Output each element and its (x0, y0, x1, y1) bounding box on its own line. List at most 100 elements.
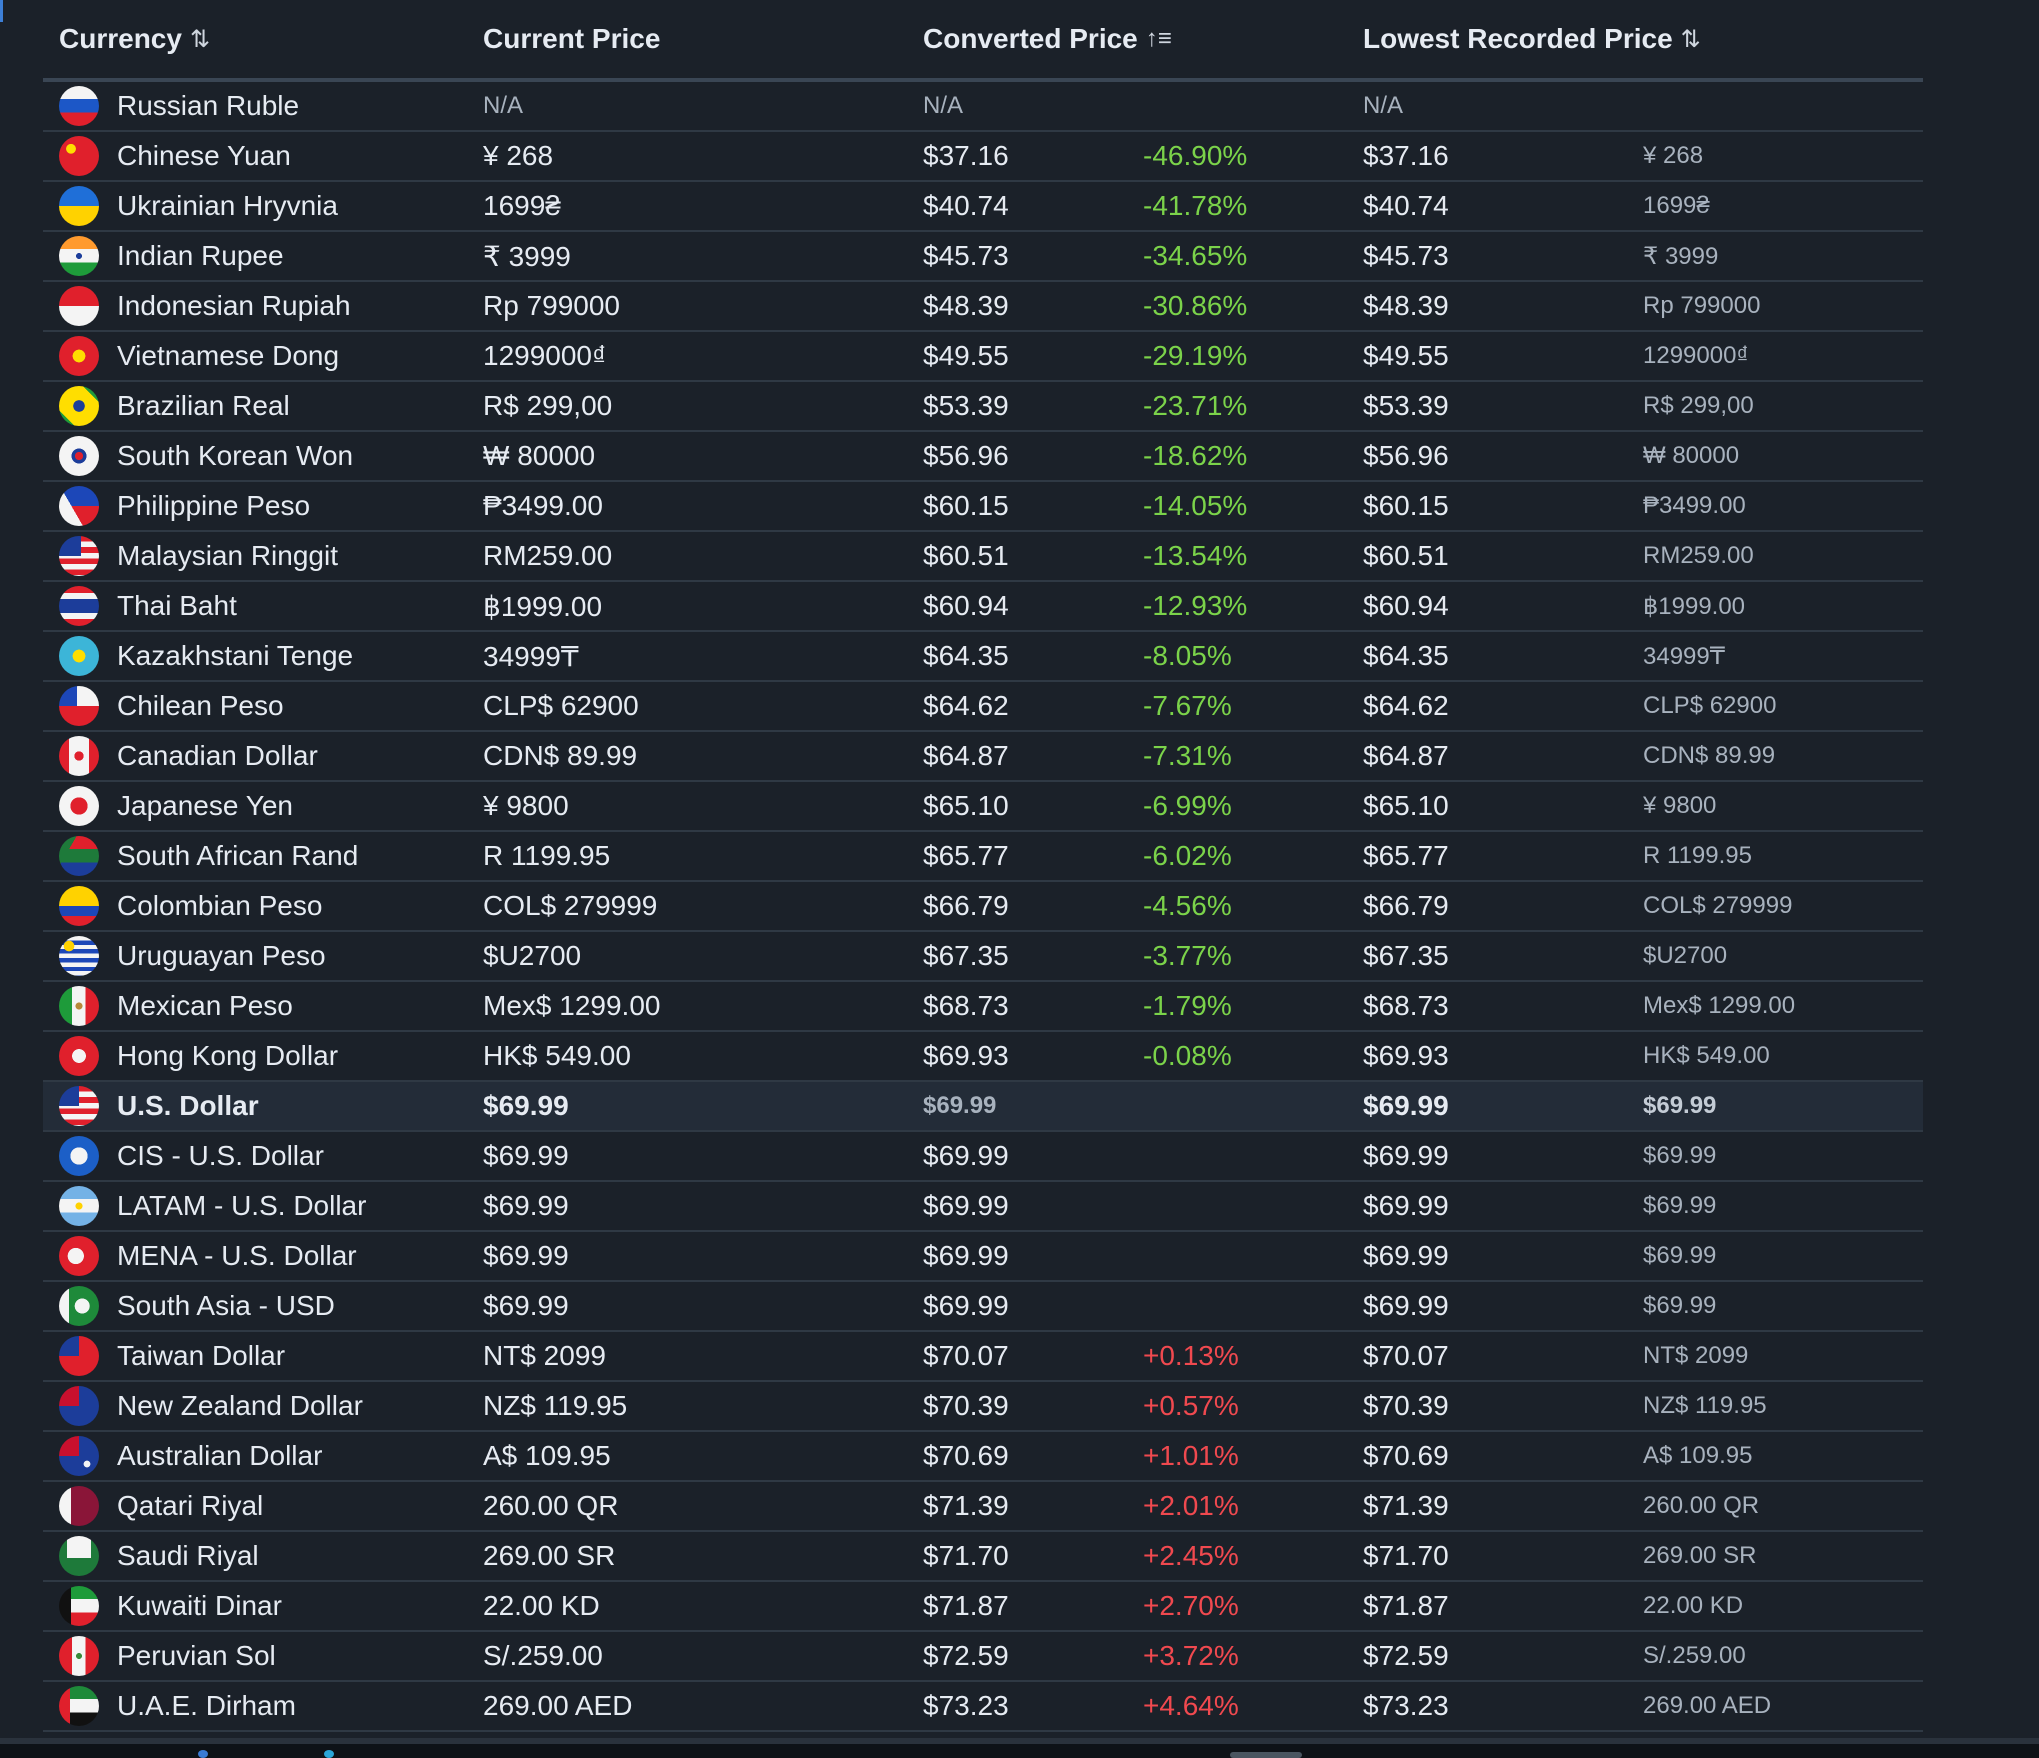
table-row[interactable]: Taiwan Dollar NT$ 2099 $70.07 +0.13% $70.07 N… (43, 1332, 1923, 1382)
lowest-recorded-price: $40.74 (1363, 190, 1449, 221)
table-row[interactable]: Philippine Peso ₱3499.00 $60.15 -14.05% $60.… (43, 482, 1923, 532)
lowest-recorded-price: $67.35 (1363, 940, 1449, 971)
currency-name: Malaysian Ringgit (117, 540, 338, 571)
price-difference: -6.02% (1143, 840, 1232, 871)
table-row[interactable]: South African Rand R 1199.95 $65.77 -6.02% $… (43, 832, 1923, 882)
table-row[interactable]: Hong Kong Dollar HK$ 549.00 $69.93 -0.08% $6… (43, 1032, 1923, 1082)
currency-name: Brazilian Real (117, 390, 290, 421)
table-row[interactable]: Japanese Yen ¥ 9800 $65.10 -6.99% $65.10 ¥ 98… (43, 782, 1923, 832)
lowest-recorded-price: $71.87 (1363, 1590, 1449, 1621)
lowest-recorded-local-price: $69.99 (1643, 1242, 1717, 1269)
current-price: Mex$ 1299.00 (483, 990, 661, 1021)
currency-name: Saudi Riyal (117, 1540, 259, 1571)
converted-price: $60.15 (923, 490, 1009, 521)
table-row[interactable]: Malaysian Ringgit RM259.00 $60.51 -13.54% $6… (43, 532, 1923, 582)
table-row[interactable]: U.S. Dollar $69.99 $69.99 $69.99 $69.99 (43, 1082, 1923, 1132)
converted-price: $65.77 (923, 840, 1009, 871)
th-flag-icon (59, 586, 99, 626)
sort-ascending-icon[interactable]: ↑≡ (1145, 25, 1172, 52)
currency-cell: Peruvian Sol (43, 1636, 483, 1676)
currency-cell: Vietnamese Dong (43, 336, 483, 376)
price-table: Currency ⇅ Current Price Converted Price… (43, 0, 1923, 1732)
table-row[interactable]: Chinese Yuan ¥ 268 $37.16 -46.90% $37.16 ¥ 26… (43, 132, 1923, 182)
table-row[interactable]: U.A.E. Dirham 269.00 AED $73.23 +4.64% $73.2… (43, 1682, 1923, 1732)
current-price: $69.99 (483, 1240, 569, 1271)
header-currency[interactable]: Currency ⇅ (43, 23, 483, 55)
current-price: CDN$ 89.99 (483, 740, 638, 771)
taskbar-dot (198, 1750, 208, 1758)
price-difference: -30.86% (1143, 290, 1248, 321)
table-row[interactable]: LATAM - U.S. Dollar $69.99 $69.99 $69.99 $69… (43, 1182, 1923, 1232)
us-flag-icon (59, 1086, 99, 1126)
sort-icon[interactable]: ⇅ (189, 25, 211, 53)
currency-name: Vietnamese Dong (117, 340, 340, 371)
table-row[interactable]: Thai Baht ฿1999.00 $60.94 -12.93% $60.94 ฿199… (43, 582, 1923, 632)
table-row[interactable]: MENA - U.S. Dollar $69.99 $69.99 $69.99 $69.… (43, 1232, 1923, 1282)
table-row[interactable]: Australian Dollar A$ 109.95 $70.69 +1.01% $7… (43, 1432, 1923, 1482)
table-row[interactable]: Chilean Peso CLP$ 62900 $64.62 -7.67% $64.62… (43, 682, 1923, 732)
sort-icon[interactable]: ⇅ (1680, 25, 1701, 53)
table-row[interactable]: Uruguayan Peso $U2700 $67.35 -3.77% $67.35 $U… (43, 932, 1923, 982)
current-price: NT$ 2099 (483, 1340, 606, 1371)
table-row[interactable]: Kuwaiti Dinar 22.00 KD $71.87 +2.70% $71.87 2… (43, 1582, 1923, 1632)
table-row[interactable]: Russian Ruble N/A N/A N/A (43, 82, 1923, 132)
table-row[interactable]: Canadian Dollar CDN$ 89.99 $64.87 -7.31% $64… (43, 732, 1923, 782)
lowest-recorded-local-price: $U2700 (1643, 942, 1728, 969)
currency-cell: LATAM - U.S. Dollar (43, 1186, 483, 1226)
lowest-recorded-price: $69.99 (1363, 1190, 1449, 1221)
current-price: $69.99 (483, 1290, 569, 1321)
current-price: R 1199.95 (483, 840, 611, 871)
tw-flag-icon (59, 1336, 99, 1376)
lowest-recorded-local-price: 269.00 AED (1643, 1692, 1772, 1719)
price-difference: -0.08% (1143, 1040, 1232, 1071)
table-row[interactable]: CIS - U.S. Dollar $69.99 $69.99 $69.99 $69.9… (43, 1132, 1923, 1182)
currency-cell: South Asia - USD (43, 1286, 483, 1326)
table-row[interactable]: Saudi Riyal 269.00 SR $71.70 +2.45% $71.70 26… (43, 1532, 1923, 1582)
kr-flag-icon (59, 436, 99, 476)
table-row[interactable]: Peruvian Sol S/.259.00 $72.59 +3.72% $72.59 S… (43, 1632, 1923, 1682)
price-difference: -41.78% (1143, 190, 1248, 221)
lowest-recorded-price: $73.23 (1363, 1690, 1449, 1721)
header-currency-label: Currency (59, 23, 182, 54)
table-row[interactable]: South Asia - USD $69.99 $69.99 $69.99 $69.99 (43, 1282, 1923, 1332)
table-row[interactable]: Kazakhstani Tenge 34999₸ $64.35 -8.05% $64.3… (43, 632, 1923, 682)
table-row[interactable]: Brazilian Real R$ 299,00 $53.39 -23.71% $53.… (43, 382, 1923, 432)
table-row[interactable]: Colombian Peso COL$ 279999 $66.79 -4.56% $66… (43, 882, 1923, 932)
converted-price: $71.70 (923, 1540, 1009, 1571)
header-current-price[interactable]: Current Price (483, 23, 923, 55)
converted-price: $40.74 (923, 190, 1009, 221)
table-row[interactable]: Mexican Peso Mex$ 1299.00 $68.73 -1.79% $68.… (43, 982, 1923, 1032)
table-row[interactable]: Indian Rupee ₹ 3999 $45.73 -34.65% $45.73 ₹ 3… (43, 232, 1923, 282)
currency-cell: CIS - U.S. Dollar (43, 1136, 483, 1176)
currency-name: Colombian Peso (117, 890, 323, 921)
price-difference: -29.19% (1143, 340, 1248, 371)
table-row[interactable]: Qatari Riyal 260.00 QR $71.39 +2.01% $71.39 2… (43, 1482, 1923, 1532)
table-row[interactable]: Vietnamese Dong 1299000₫ $49.55 -29.19% $49.… (43, 332, 1923, 382)
current-price: CLP$ 62900 (483, 690, 639, 721)
table-row[interactable]: Ukrainian Hryvnia 1699₴ $40.74 -41.78% $40.7… (43, 182, 1923, 232)
jp-flag-icon (59, 786, 99, 826)
current-price: 1299000₫ (483, 340, 607, 371)
header-converted-price[interactable]: Converted Price ↑≡ (923, 23, 1363, 55)
price-difference: -14.05% (1143, 490, 1248, 521)
table-row[interactable]: Indonesian Rupiah Rp 799000 $48.39 -30.86% $… (43, 282, 1923, 332)
converted-price: $64.62 (923, 690, 1009, 721)
current-price: NZ$ 119.95 (483, 1390, 628, 1421)
lowest-recorded-price: $48.39 (1363, 290, 1449, 321)
current-price: 34999₸ (483, 640, 579, 672)
my-flag-icon (59, 536, 99, 576)
table-row[interactable]: South Korean Won ₩ 80000 $56.96 -18.62% $56.… (43, 432, 1923, 482)
currency-name: Kazakhstani Tenge (117, 640, 354, 671)
currency-name: Australian Dollar (117, 1440, 323, 1471)
converted-price: $69.99 (923, 1290, 1009, 1321)
ru-flag-icon (59, 86, 99, 126)
lowest-recorded-price: N/A (1363, 92, 1404, 119)
lowest-recorded-price: $69.99 (1363, 1290, 1449, 1321)
converted-price: $48.39 (923, 290, 1009, 321)
table-row[interactable]: New Zealand Dollar NZ$ 119.95 $70.39 +0.57%… (43, 1382, 1923, 1432)
currency-cell: Russian Ruble (43, 86, 483, 126)
mx-flag-icon (59, 986, 99, 1026)
header-lowest-recorded-price[interactable]: Lowest Recorded Price ⇅ (1363, 23, 1923, 55)
lowest-recorded-local-price: 269.00 SR (1643, 1542, 1757, 1569)
currency-name: Mexican Peso (117, 990, 293, 1021)
